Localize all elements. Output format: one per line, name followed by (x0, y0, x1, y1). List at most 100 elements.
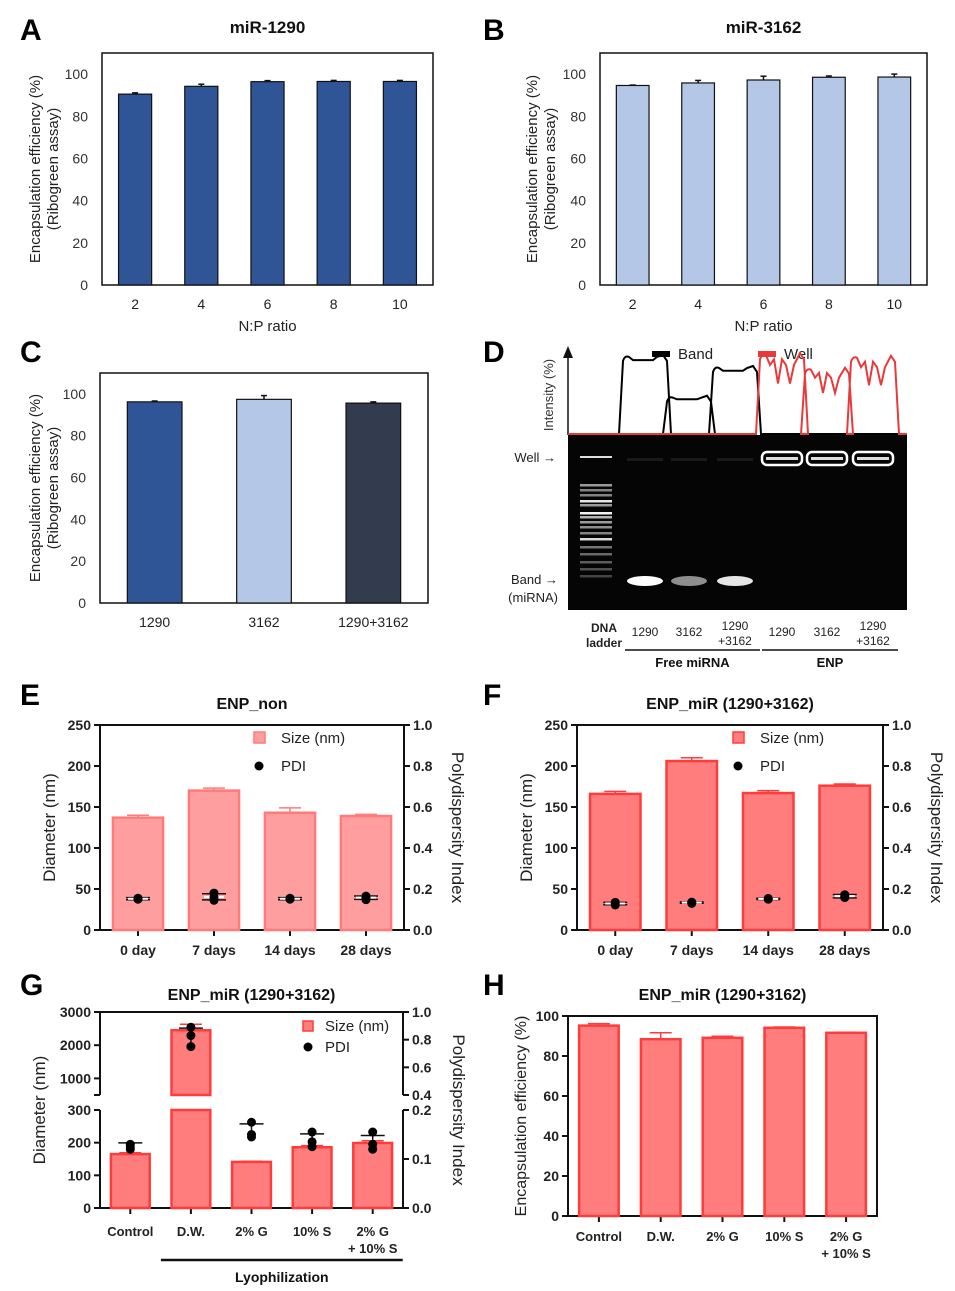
ladder-band (580, 512, 612, 515)
bar (352, 1141, 394, 1210)
y-tick-label: 40 (70, 511, 86, 527)
y-tick-label: 100 (68, 1167, 92, 1183)
y-axis-label-line: (Ribogreen assay) (45, 108, 62, 231)
y2-tick-label: 0.2 (892, 881, 912, 897)
pdi-point (368, 1127, 378, 1137)
y-tick-label: 100 (545, 840, 569, 856)
pdi-point (186, 1042, 196, 1052)
x-tick-label: 28 days (340, 942, 392, 958)
legend-label: Band (678, 346, 713, 363)
bar (877, 76, 912, 286)
y-tick-label: 200 (545, 758, 569, 774)
y2-tick-label: 0.6 (892, 799, 912, 815)
y-tick-label: 60 (70, 470, 86, 486)
y-tick-label: 150 (68, 799, 92, 815)
chart-title: miR-3162 (726, 18, 802, 37)
y-axis-label-line: Encapsulation efficiency (%) (524, 75, 541, 263)
faint-well (671, 458, 707, 461)
y-tick-label: 60 (72, 150, 88, 166)
legend-label-pdi: PDI (281, 758, 306, 775)
pdi-point (209, 888, 219, 898)
ladder-band (580, 546, 612, 549)
bar (811, 76, 846, 286)
y2-tick-label: 0.4 (892, 840, 912, 856)
panel-letter-e: E (20, 679, 40, 712)
chart-title: ENP_miR (1290+3162) (168, 987, 336, 1004)
panel-letter-h: H (483, 969, 505, 1002)
y-tick-label: 100 (68, 840, 92, 856)
y2-tick-label: 0.2 (412, 1102, 432, 1118)
y-tick-label: 2000 (60, 1037, 91, 1053)
y-tick-label: 100 (63, 386, 87, 402)
y-tick-label: 0 (83, 922, 91, 938)
band-row-sublabel: (miRNA) (508, 590, 558, 605)
enp-well-inner (766, 457, 798, 460)
lane-label: 3162 (814, 625, 841, 639)
enp-well-inner (857, 457, 889, 460)
y2-tick-label: 0.6 (412, 1059, 432, 1075)
y-tick-label: 0 (78, 595, 86, 611)
bar (250, 81, 285, 286)
panel-letter-g: G (20, 969, 43, 1002)
pdi-point (361, 891, 371, 901)
y2-axis-label: Polydispersity Index (449, 1034, 468, 1186)
pdi-point (763, 893, 773, 903)
legend-label-pdi: PDI (325, 1039, 350, 1056)
x-tick-label: 8 (825, 296, 833, 312)
lane-label: +3162 (718, 634, 752, 648)
y-axis-label-line: (Ribogreen assay) (542, 108, 559, 231)
y-tick-label: 250 (545, 717, 569, 733)
bar (746, 79, 781, 286)
y-tick-label: 80 (70, 428, 86, 444)
bar (187, 789, 241, 932)
legend-swatch-size (732, 731, 745, 744)
y-tick-label: 60 (570, 150, 586, 166)
pdi-point (840, 890, 850, 900)
legend-marker-pdi (254, 761, 264, 771)
chart-e: ENP_non 0 50 100 150 200 250 0.0 0.2 0.4 0.6 0.8 1.0… (40, 696, 467, 958)
x-tick-label: Control (107, 1224, 153, 1239)
chart-title: ENP_miR (1290+3162) (646, 696, 814, 713)
bar (763, 1026, 806, 1218)
lane-label: 1290 (769, 625, 796, 639)
ladder-band (580, 575, 612, 578)
y-axis-label: Encapsulation efficiency (%)(Ribogreen a… (27, 75, 62, 263)
x-tick-label: 14 days (264, 942, 316, 958)
y-tick-label: 1000 (60, 1070, 91, 1086)
legend-label-size: Size (nm) (760, 730, 824, 747)
bar (741, 791, 795, 932)
ladder-band (580, 553, 612, 556)
y-tick-label: 80 (72, 108, 88, 124)
y-tick-label: 0 (560, 922, 568, 938)
legend-swatch (652, 351, 670, 357)
y-tick-label: 20 (70, 553, 86, 569)
x-axis-label: N:P ratio (734, 318, 792, 335)
bar-lower (170, 1108, 212, 1210)
y-tick-label: 40 (570, 193, 586, 209)
pdi-point (125, 1139, 135, 1149)
x-tick-label: 2% G (235, 1224, 268, 1239)
legend-label-size: Size (nm) (325, 1018, 389, 1035)
x-tick-label: 6 (264, 296, 272, 312)
bar (316, 80, 351, 286)
bar (681, 82, 716, 286)
bar (230, 1160, 273, 1210)
y-tick-label: 50 (552, 881, 568, 897)
group-label: Lyophilization (235, 1269, 329, 1285)
ladder-band (580, 521, 612, 524)
ladder-band (580, 500, 612, 503)
y2-tick-label: 0.0 (412, 1200, 432, 1216)
panel-letter-f: F (483, 679, 501, 712)
y-axis-label-line: Encapsulation efficiency (%) (27, 394, 44, 582)
x-tick-label: 3162 (248, 614, 279, 630)
intensity-axis-label: Intensity (%) (541, 359, 556, 431)
pdi-point (186, 1022, 196, 1032)
well-intensity-trace (568, 351, 907, 435)
y2-tick-label: 0.1 (412, 1151, 432, 1167)
y2-tick-label: 0.8 (413, 758, 433, 774)
y2-tick-label: 1.0 (412, 1004, 432, 1020)
lane-label: 1290 (632, 625, 659, 639)
faint-well (627, 458, 663, 461)
y2-tick-label: 0.0 (413, 922, 433, 938)
y-tick-label: 40 (543, 1128, 559, 1144)
